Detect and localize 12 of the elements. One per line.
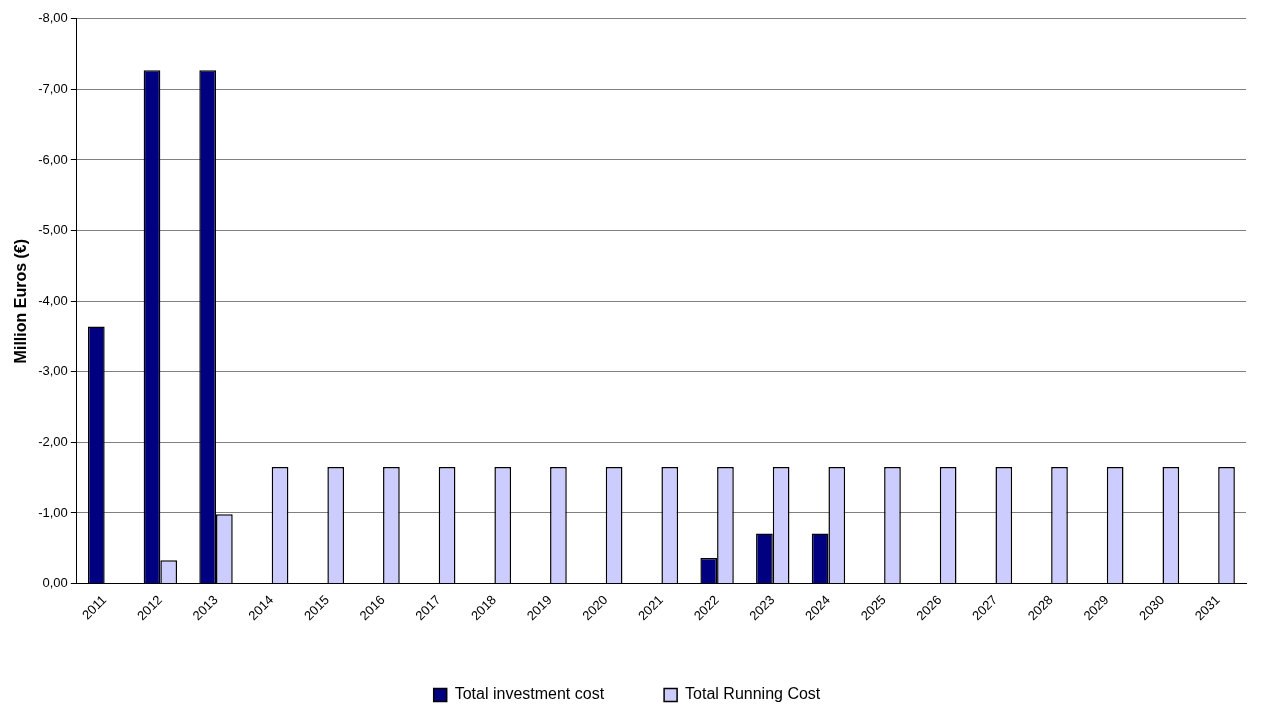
y-tick-label: -5,00 (38, 222, 68, 238)
legend-label: Total investment cost (454, 685, 605, 703)
y-tick-label: -2,00 (38, 433, 68, 449)
y-axis-title: Million Euros (€) (12, 238, 30, 364)
y-tick-label: -1,00 (38, 504, 68, 520)
y-tick-label: -8,00 (38, 10, 68, 26)
y-tick-label: -7,00 (38, 80, 68, 96)
y-tick-label: -3,00 (38, 363, 68, 379)
y-tick-label: -6,00 (38, 151, 68, 167)
y-tick-label: -4,00 (38, 292, 68, 308)
legend-label: Total Running Cost (685, 685, 821, 703)
y-tick-label: 0,00 (42, 575, 68, 591)
